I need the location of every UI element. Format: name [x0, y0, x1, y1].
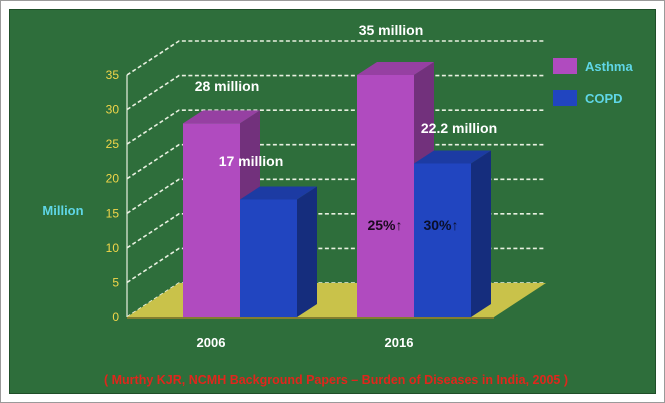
legend: Asthma COPD: [553, 58, 633, 106]
data-label: 35 million: [359, 22, 424, 38]
x-tick-label: 2006: [197, 335, 226, 350]
legend-swatch-asthma: [553, 58, 577, 74]
x-tick-label: 2016: [385, 335, 414, 350]
bar-asthma-2016: [357, 75, 414, 317]
y-axis-label: Million: [42, 203, 83, 218]
growth-annotation: 30%↑: [423, 217, 458, 233]
gridlines: [126, 40, 544, 318]
y-tick-label: 20: [106, 172, 120, 186]
y-tick-label: 15: [106, 206, 120, 220]
gridline: [126, 74, 544, 111]
source-citation: ( Murthy KJR, NCMH Background Papers – B…: [104, 373, 568, 387]
y-tick-label: 5: [112, 275, 119, 289]
data-label: 17 million: [219, 153, 284, 169]
y-tick-label: 30: [106, 103, 120, 117]
y-tick-label: 35: [106, 68, 120, 82]
data-label: 28 million: [195, 78, 260, 94]
bar-side: [297, 186, 317, 317]
chart-panel: [9, 9, 656, 394]
y-ticks: 0 5 10 15 20 25 30 35: [106, 68, 120, 324]
legend-swatch-copd: [553, 90, 577, 106]
legend-label: Asthma: [585, 59, 633, 74]
bar-side: [471, 150, 491, 317]
bar-top: [414, 150, 491, 164]
growth-annotation: 25%↑: [367, 217, 402, 233]
x-ticks: 2006 2016: [197, 335, 414, 350]
y-tick-label: 0: [112, 310, 119, 324]
annotations: 25%↑ 30%↑: [367, 217, 458, 233]
data-label: 22.2 million: [421, 120, 497, 136]
y-tick-label: 25: [106, 137, 120, 151]
floor-edge: [127, 317, 494, 319]
bar-top: [183, 110, 260, 124]
gridline: [126, 213, 544, 249]
gridline: [126, 247, 544, 284]
bar-top: [357, 62, 434, 75]
bar-asthma-2006: [183, 123, 240, 318]
bar-top: [240, 186, 317, 200]
legend-label: COPD: [585, 91, 623, 106]
value-labels: 28 million 17 million 35 million 22.2 milli…: [195, 22, 497, 169]
gridline: [126, 143, 544, 180]
gridline: [126, 40, 544, 76]
gridline: [126, 109, 544, 145]
bar-copd-2016: [414, 163, 471, 317]
gridline: [126, 178, 544, 214]
bar-copd-2006: [240, 199, 297, 317]
bars: [183, 62, 491, 318]
y-tick-label: 10: [106, 241, 120, 255]
